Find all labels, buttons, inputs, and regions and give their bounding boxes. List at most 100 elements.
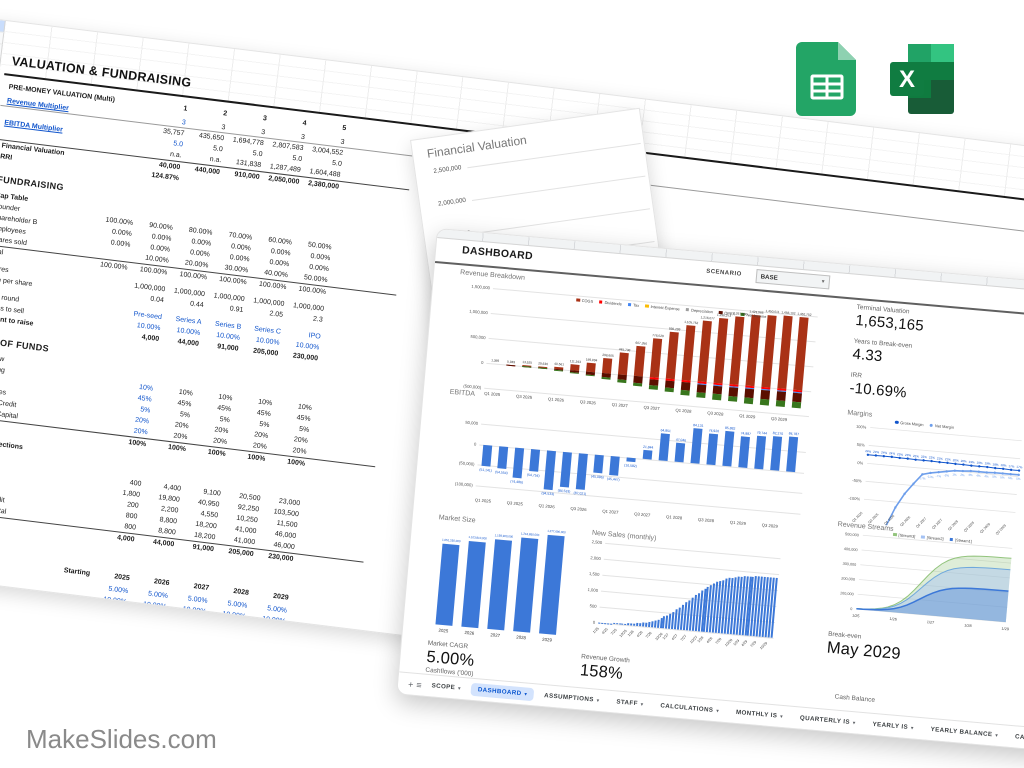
revenue-streams-plot: 500,000 400,000 300,000 200,000 100,000 01/25… [840,532,1013,631]
all-sheets-menu-button[interactable]: ≡ [415,679,423,690]
tab-quarterly-is[interactable]: QUARTERLY IS ▾ [799,714,856,726]
bar [665,331,679,380]
y-tick-label: 50,000 [465,420,479,427]
bar [497,446,509,470]
bar [713,318,729,384]
svg-text:20%: 20% [961,459,968,464]
bar [601,358,613,374]
svg-text:50%: 50% [857,442,866,448]
bar [754,435,767,470]
bar [697,320,712,383]
svg-text:Q1 2025: Q1 2025 [851,511,863,523]
bar [617,352,629,376]
x-tick-label: Q3 2025 [515,393,533,400]
x-tick-label: Q1 2028 [665,514,683,521]
bar-negative [696,381,707,398]
svg-text:300,000: 300,000 [842,562,856,567]
tab-monthly-is[interactable]: MONTHLY IS ▾ [735,708,784,720]
bar [690,428,703,464]
scenario-select[interactable]: BASE ▾ [755,268,830,290]
svg-text:18%: 18% [992,462,999,467]
x-tick-label: Q3 2027 [643,404,660,412]
svg-text:20%: 20% [953,458,960,463]
bar-value-label: 1,216,850,000 [520,531,540,537]
bar [706,433,719,466]
bar [559,451,572,488]
tab-assumptions[interactable]: ASSUMPTIONS ▾ [543,692,600,704]
x-tick-label: Q3 2027 [634,511,651,518]
y-tick-label: 1,000,000 [469,308,489,316]
svg-text:23%: 23% [897,452,904,457]
svg-text:17%: 17% [1008,464,1015,469]
market-size-chart: 1,051,250,000 2025 1,103,810,000 2026 1,158,… [427,522,576,646]
grid-line [605,542,781,560]
svg-text:100%: 100% [856,424,867,430]
bar [786,436,799,473]
tab-dashboard[interactable]: DASHBOARD ▾ [470,682,535,702]
x-tick-label: 1/25 [592,626,600,635]
bar [512,447,525,479]
tab-yearly-is[interactable]: YEARLY IS ▾ [872,720,914,731]
svg-text:Q1 2026: Q1 2026 [883,514,895,526]
x-tick-label: 10/29 [759,641,769,651]
bar-negative [585,371,596,377]
svg-text:Q1 2027: Q1 2027 [915,517,927,529]
excel-icon: X [890,44,954,114]
svg-text:4%: 4% [968,473,973,477]
x-tick-label: Q1 2026 [547,396,565,403]
google-sheets-icon [796,42,856,116]
bar-negative [712,382,723,400]
tab-scope[interactable]: SCOPE ▾ [431,682,462,692]
y-tick-label: 2,000 [590,555,602,562]
svg-text:19%: 19% [968,460,975,465]
bar-value-label: 1,389 [491,358,500,363]
x-tick-label: 1/29 [732,638,740,647]
bar [633,623,636,626]
bar [435,543,460,626]
tab-yearly-balance[interactable]: YEARLY BALANCE ▾ [930,725,999,739]
x-tick-label: 4/28 [705,636,714,645]
add-sheet-button[interactable]: + [407,678,414,690]
chevron-down-icon: ▾ [910,724,914,730]
chevron-down-icon: ▾ [852,719,856,725]
x-tick-label: Q1 2026 [538,502,555,510]
margins-chart: 100% 50% 0% -50% -100% 24% 24% 24% 24% 23% 23% 22% 2… [838,415,1024,579]
y-tick-label: 2,500 [591,539,603,546]
bar [761,314,777,388]
svg-text:21%: 21% [945,457,952,462]
svg-text:-17%: -17% [918,476,926,481]
bar [649,338,663,378]
y-tick-label: 1,500 [588,571,600,577]
bar [793,316,809,391]
bar [543,450,557,490]
svg-text:22%: 22% [921,455,928,460]
bar-negative [728,384,739,403]
x-tick-label: Q3 2028 [697,516,715,524]
x-tick-label: Q3 2028 [707,410,724,417]
x-tick-label: Q1 2025 [484,390,501,398]
bar-value-label: 85,882 [724,425,736,431]
svg-text:Q3 2027: Q3 2027 [931,518,943,530]
y-tick-label: 500 [589,603,597,609]
svg-text:-7%: -7% [935,474,941,478]
tab-calculations[interactable]: CALCULATIONS ▾ [660,702,720,714]
bar [722,430,735,467]
bar [738,436,750,468]
x-tick-label: 4/27 [670,633,679,642]
sheet-tab-bar: + ≡ SCOPE ▾ DASHBOARD ▾ ASSUMPTIONS ▾ STAFF ▾ CALC… [397,671,1024,756]
x-tick-label: 2026 [464,629,475,636]
x-tick-label: Q3 2025 [506,500,524,507]
legend-swatch [644,304,649,308]
tab-staff[interactable]: STAFF ▾ [616,698,644,708]
revenue-growth-value: 158% [579,661,624,683]
svg-text:21%: 21% [937,456,944,461]
bar [606,622,609,624]
break-even-value: May 2029 [826,638,902,664]
tab-cashflow[interactable]: CASHFLOW▾ [1014,733,1024,744]
x-tick-label: 2025 [438,627,449,634]
svg-text:5%: 5% [1000,475,1005,479]
bar-negative [648,377,659,390]
bar [627,623,630,626]
y-tick-label: 500,000 [470,333,486,341]
